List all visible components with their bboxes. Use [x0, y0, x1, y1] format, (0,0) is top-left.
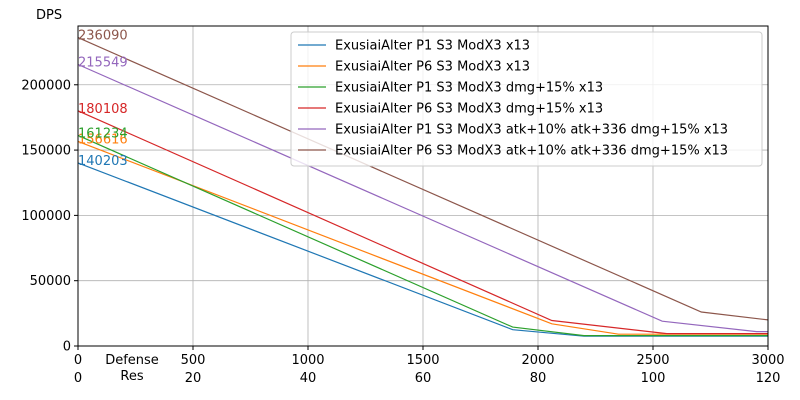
legend-entry: ExusiaiAlter P1 S3 ModX3 x13: [335, 39, 530, 54]
series-layer: [77, 37, 769, 337]
x-tick-label-secondary: 100: [641, 371, 666, 386]
y-tick-label: 150000: [21, 144, 71, 159]
series-line: [77, 37, 769, 321]
y-tick-label: 0: [63, 340, 71, 355]
series-line: [77, 110, 768, 335]
tick-layer: 0050020100040150060200080250010030001200…: [21, 78, 784, 386]
series-start-label: 140203: [78, 154, 128, 169]
series-line: [77, 63, 768, 333]
series-start-label: 215549: [78, 55, 128, 70]
x-tick-label-secondary: 40: [300, 371, 317, 386]
x-tick-label-secondary: 0: [74, 371, 82, 386]
x-tick-label: 2000: [521, 353, 554, 368]
x-tick-label: 2500: [636, 353, 669, 368]
x-tick-label: 0: [74, 353, 82, 368]
series-start-label: 161234: [78, 126, 128, 141]
legend: ExusiaiAlter P1 S3 ModX3 x13 ExusiaiAlter…: [290, 31, 763, 167]
x-tick-label: 1000: [291, 353, 324, 368]
legend-entry: ExusiaiAlter P6 S3 ModX3 dmg+15% x13: [335, 102, 603, 117]
x-axis-label-line-2: Res: [120, 369, 143, 384]
series-line: [77, 134, 768, 337]
x-tick-label-secondary: 60: [415, 371, 432, 386]
legend-entry: ExusiaiAlter P6 S3 ModX3 x13: [335, 60, 530, 75]
legend-entry: ExusiaiAlter P6 S3 ModX3 atk+10% atk+336…: [335, 144, 728, 159]
y-axis-label: DPS: [36, 8, 62, 23]
y-tick-label: 200000: [21, 78, 71, 93]
legend-entry: ExusiaiAlter P1 S3 ModX3 dmg+15% x13: [335, 81, 603, 96]
x-tick-label-secondary: 20: [185, 371, 202, 386]
series-start-label: 236090: [78, 29, 128, 44]
series-start-label: 180108: [78, 102, 128, 117]
x-tick-label-secondary: 120: [756, 371, 781, 386]
legend-box: [290, 31, 763, 167]
x-tick-label: 500: [181, 353, 206, 368]
x-tick-label-secondary: 80: [530, 371, 547, 386]
y-tick-label: 50000: [30, 274, 71, 289]
x-axis-label-line-1: Defense: [105, 353, 159, 368]
y-tick-label: 100000: [21, 209, 71, 224]
legend-entry: ExusiaiAlter P1 S3 ModX3 atk+10% atk+336…: [335, 123, 728, 138]
x-tick-label: 3000: [751, 353, 784, 368]
x-tick-label: 1500: [406, 353, 439, 368]
series-start-label: 156616: [78, 132, 128, 147]
